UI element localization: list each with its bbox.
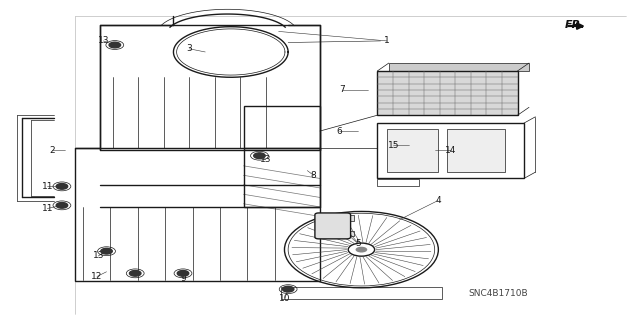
Bar <box>75 148 320 281</box>
Circle shape <box>129 271 141 276</box>
Circle shape <box>356 247 367 253</box>
FancyBboxPatch shape <box>315 213 351 239</box>
Text: 13: 13 <box>260 155 271 164</box>
Text: 13: 13 <box>93 251 104 260</box>
Circle shape <box>109 42 120 48</box>
Text: 9: 9 <box>180 274 186 283</box>
Text: 15: 15 <box>388 141 399 150</box>
Text: 3: 3 <box>186 44 192 53</box>
Circle shape <box>282 286 294 292</box>
Text: 11: 11 <box>42 182 53 191</box>
Text: 12: 12 <box>92 272 102 281</box>
Bar <box>347 231 355 236</box>
Bar <box>389 63 529 71</box>
Circle shape <box>56 203 68 208</box>
Bar <box>378 179 419 186</box>
Bar <box>100 25 320 150</box>
Bar <box>281 287 442 299</box>
Text: SNC4B1710B: SNC4B1710B <box>468 289 528 298</box>
Text: 7: 7 <box>339 85 345 94</box>
Bar <box>378 123 524 178</box>
Text: 1: 1 <box>384 36 390 45</box>
Circle shape <box>177 271 189 276</box>
Text: 6: 6 <box>336 127 342 136</box>
Text: 8: 8 <box>311 171 317 180</box>
Text: 11: 11 <box>42 204 53 213</box>
Bar <box>387 130 438 172</box>
Text: 2: 2 <box>49 145 55 154</box>
Circle shape <box>56 183 68 189</box>
Text: 10: 10 <box>279 293 291 302</box>
Bar <box>244 106 320 207</box>
Bar <box>347 215 355 220</box>
Text: 4: 4 <box>435 196 441 205</box>
Text: 13: 13 <box>97 36 109 45</box>
Text: 5: 5 <box>355 239 361 248</box>
Bar <box>447 130 505 172</box>
Circle shape <box>100 249 112 254</box>
Text: FR.: FR. <box>564 20 586 30</box>
Circle shape <box>253 153 265 159</box>
Bar <box>378 71 518 115</box>
Text: 14: 14 <box>445 145 456 154</box>
